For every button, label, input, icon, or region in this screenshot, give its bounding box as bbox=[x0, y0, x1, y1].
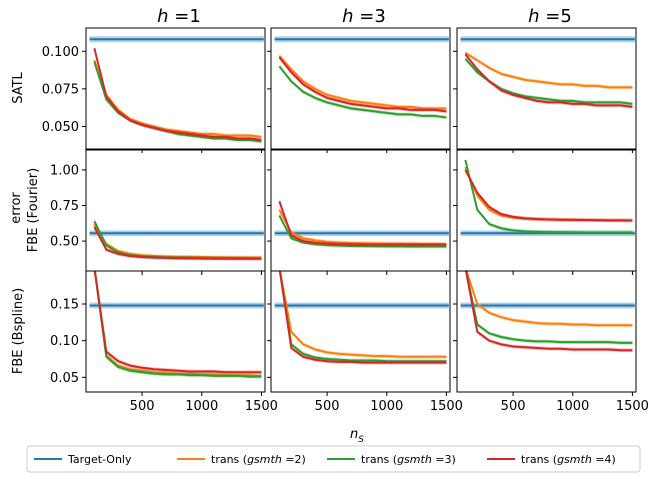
x-tick-label: 1000 bbox=[185, 399, 218, 414]
x-tick-label: 1500 bbox=[245, 399, 278, 414]
panel-r3-c1 bbox=[89, 271, 264, 379]
panel-frame bbox=[85, 270, 266, 393]
legend-label-gsmth-4: trans (gsmth =4) bbox=[521, 453, 616, 466]
series-band-g4 bbox=[279, 271, 447, 365]
panels-layer bbox=[89, 36, 635, 379]
legend-label-target-only: Target-Only bbox=[67, 453, 132, 466]
series-band-g2 bbox=[465, 50, 633, 90]
row-ylabel-fourier: FBE (Fourier) bbox=[26, 168, 41, 252]
row-ylabel-bspline: FBE (Bspline) bbox=[11, 288, 26, 374]
x-tick-label: 500 bbox=[315, 399, 340, 414]
column-title-1: h =1 bbox=[157, 6, 201, 27]
panel-r2-c2 bbox=[274, 199, 449, 249]
panel-frame bbox=[456, 149, 637, 272]
series-line-g4 bbox=[464, 53, 633, 108]
series-line-g3 bbox=[93, 271, 262, 378]
series-band-g4 bbox=[465, 168, 633, 223]
series-line-g3 bbox=[464, 159, 633, 234]
x-tick-label: 1000 bbox=[370, 399, 403, 414]
panel-r1-c3 bbox=[460, 36, 635, 109]
column-title-3: h =5 bbox=[528, 6, 572, 27]
y-tick-label: 0.50 bbox=[50, 235, 79, 250]
series-line-g4 bbox=[278, 200, 447, 246]
row-ylabel-satl: SATL bbox=[11, 71, 26, 103]
series-line-g2 bbox=[93, 59, 262, 138]
series-line-g3 bbox=[465, 271, 633, 344]
series-line-g2 bbox=[464, 166, 633, 222]
y-tick-label: 1.00 bbox=[50, 163, 79, 178]
panel-r3-c3 bbox=[460, 271, 635, 353]
series-band-g4 bbox=[465, 271, 633, 353]
series-line-g4 bbox=[465, 271, 633, 352]
series-line-g2 bbox=[279, 271, 447, 358]
x-tick-label: 500 bbox=[501, 399, 526, 414]
series-band-g2 bbox=[94, 58, 262, 139]
series-line-g4 bbox=[278, 271, 447, 364]
series-line-g2 bbox=[278, 55, 447, 110]
x-tick-label: 1500 bbox=[430, 399, 463, 414]
series-band-g3 bbox=[279, 271, 447, 364]
y-tick-label: 0.050 bbox=[42, 120, 79, 135]
legend: Target-Only trans (gsmth =2) trans (gsmt… bbox=[26, 445, 641, 473]
panel-r3-c2 bbox=[274, 271, 449, 365]
series-line-g2 bbox=[278, 209, 447, 245]
x-tick-label: 500 bbox=[130, 399, 155, 414]
panel-r1-c1 bbox=[89, 36, 264, 144]
legend-label-gsmth-3: trans (gsmth =3) bbox=[361, 453, 456, 466]
legend-label-gsmth-2: trans (gsmth =2) bbox=[211, 453, 306, 466]
panel-r1-c2 bbox=[274, 36, 449, 120]
ticks-layer: 0.050 0.075 0.100 0.50 0.75 1.00 500 1000 1500 0.… bbox=[42, 45, 649, 414]
series-line-g4 bbox=[93, 226, 262, 260]
series-line-g2 bbox=[93, 271, 262, 377]
series-line-g3 bbox=[278, 271, 447, 363]
series-line-g4 bbox=[278, 56, 447, 113]
figure-ylabel: error bbox=[9, 192, 24, 224]
series-band-g4 bbox=[279, 199, 447, 247]
panel-r2-c1 bbox=[89, 219, 264, 261]
panel-r2-c3 bbox=[460, 158, 635, 237]
series-band-g2 bbox=[465, 165, 633, 223]
x-tick-label: 1000 bbox=[556, 399, 589, 414]
series-band-g4 bbox=[94, 46, 262, 142]
series-band-g3 bbox=[465, 56, 633, 106]
x-axis-label: nS bbox=[350, 427, 364, 445]
panel-frame bbox=[270, 149, 451, 272]
y-tick-label: 0.100 bbox=[42, 45, 79, 60]
y-tick-label: 0.05 bbox=[50, 371, 79, 386]
series-line-g2 bbox=[465, 271, 633, 327]
column-title-2: h =3 bbox=[342, 6, 386, 27]
y-tick-label: 0.10 bbox=[50, 334, 79, 349]
series-line-g2 bbox=[464, 51, 633, 89]
series-line-g4 bbox=[93, 48, 262, 141]
y-tick-label: 0.075 bbox=[42, 82, 79, 97]
series-band-g4 bbox=[94, 271, 262, 375]
panel-frame bbox=[456, 270, 637, 393]
series-line-g4 bbox=[93, 271, 262, 374]
text-layer: h =1 h =3 h =5 SATL FBE (Fourier) FBE (B… bbox=[9, 6, 572, 445]
y-tick-label: 0.75 bbox=[50, 199, 79, 214]
series-band-g2 bbox=[465, 271, 633, 328]
series-band-g3 bbox=[465, 158, 633, 235]
series-band-g3 bbox=[279, 64, 447, 120]
series-line-g4 bbox=[464, 169, 633, 222]
series-line-g3 bbox=[278, 215, 447, 248]
series-band-g4 bbox=[94, 225, 262, 261]
panel-frame bbox=[270, 270, 451, 393]
y-tick-label: 0.15 bbox=[50, 298, 79, 313]
series-line-g3 bbox=[278, 65, 447, 119]
x-tick-label: 1500 bbox=[616, 399, 649, 414]
